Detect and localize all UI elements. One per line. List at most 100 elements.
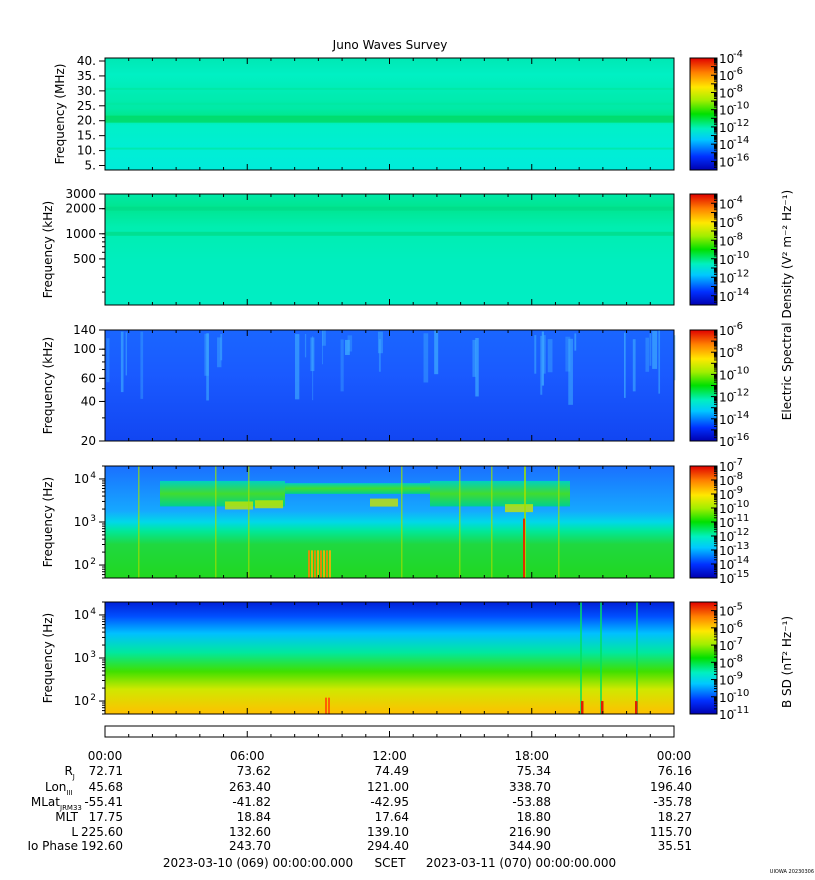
- colorbar-tick-label: 10: [719, 253, 734, 267]
- colorbar-tick-label: 10: [719, 530, 734, 544]
- emission-streak: [340, 339, 344, 392]
- impulse-line: [459, 466, 461, 578]
- colorbar-tick-label: 10: [719, 488, 734, 502]
- y-tick-label: 3000: [65, 187, 96, 201]
- y-tick-label: 35.: [77, 69, 96, 83]
- colorbar-tick-exponent: -7: [733, 636, 743, 647]
- spectrogram-panel-1: 5.10.15.20.25.30.35.40. Frequency (MHz): [53, 54, 675, 173]
- emission-streak: [378, 339, 381, 372]
- y-tick-exponent: 4: [90, 471, 96, 481]
- emission-spot: [255, 500, 283, 509]
- colorbar-tick-label: 10: [719, 155, 734, 169]
- y-tick-label: 20.: [77, 114, 96, 128]
- y-tick-label: 500: [73, 252, 96, 266]
- ephemeris-label-subscript: J: [72, 773, 75, 781]
- ephemeris-value: -35.78: [653, 795, 692, 809]
- y-tick-label: 40: [81, 394, 96, 408]
- colorbar-tick-exponent: -8: [733, 343, 743, 354]
- ephemeris-value: -55.41: [84, 795, 123, 809]
- emission-streak: [423, 333, 429, 383]
- ephemeris-value: 338.70: [509, 780, 551, 794]
- colorbar-tick-label: 10: [719, 656, 734, 670]
- emission-streak: [624, 332, 626, 398]
- ephemeris-value: 344.90: [509, 839, 551, 853]
- colorbar-tick-exponent: -15: [733, 569, 749, 580]
- colorbar-gradient: [689, 329, 718, 442]
- emission-streak: [310, 337, 315, 372]
- colorbar-tick-label: 10: [719, 674, 734, 688]
- y-axis-label: Frequency (MHz): [53, 64, 67, 165]
- colorbar-tick-label: 10: [719, 605, 734, 619]
- ephemeris-value: 18.27: [658, 810, 692, 824]
- colorbar-tick-label: 10: [719, 474, 734, 488]
- emission-streak: [568, 338, 573, 405]
- ephemeris-label: Lon: [45, 780, 66, 794]
- colorbar-tick-exponent: -9: [733, 485, 743, 496]
- impulse-line: [323, 550, 325, 578]
- y-tick-label: 10: [74, 515, 89, 529]
- impulse-line: [317, 550, 319, 578]
- colorbar-tick-exponent: -4: [733, 49, 743, 60]
- colorbar-tick-label: 10: [719, 502, 734, 516]
- ephemeris-value: -41.82: [232, 795, 271, 809]
- colorbar-tick-label: 10: [719, 391, 734, 405]
- ephemeris-label: L: [71, 825, 78, 839]
- impulse-line: [329, 550, 331, 578]
- colorbar-tick-exponent: -5: [733, 602, 743, 613]
- colorbar-tick-exponent: -8: [733, 231, 743, 242]
- ephemeris-value: 72.71: [89, 764, 123, 778]
- ephemeris-label: MLat: [31, 795, 60, 809]
- colorbar-tick-exponent: -12: [733, 527, 749, 538]
- colorbar-tick-label: 10: [719, 346, 734, 360]
- impulse-line: [601, 701, 604, 714]
- ephemeris-label: R: [64, 764, 72, 778]
- emission-streak: [120, 331, 124, 393]
- emission-streak: [347, 335, 353, 352]
- footer-start-time: 2023-03-10 (069) 00:00:00.000: [163, 856, 353, 870]
- spectrogram-image: [105, 58, 674, 170]
- emission-streak: [206, 333, 209, 401]
- impulse-line: [558, 466, 560, 578]
- time-tick-label: 18:00: [514, 749, 549, 763]
- y-tick-label: 10: [74, 651, 89, 665]
- ephemeris-value: 73.62: [237, 764, 271, 778]
- emission-band: [105, 102, 674, 105]
- colorbar-tick-label: 10: [719, 691, 734, 705]
- emission-streak: [547, 339, 553, 373]
- emission-streak: [541, 331, 544, 386]
- spectrogram-image: [105, 330, 674, 441]
- colorbar-tick-exponent: -8: [733, 83, 743, 94]
- ephemeris-value: 75.34: [517, 764, 551, 778]
- emission-streak: [125, 332, 127, 376]
- colorbar-tick-exponent: -11: [733, 705, 749, 716]
- ephemeris-value: -53.88: [512, 795, 551, 809]
- colorbar-tick-exponent: -12: [733, 268, 749, 279]
- impulse-line: [580, 602, 582, 714]
- colorbar-tick-label: 10: [719, 622, 734, 636]
- emission-streak: [321, 330, 324, 365]
- impulse-line: [524, 466, 526, 578]
- y-tick-label: 10: [74, 694, 89, 708]
- colorbar-tick-label: 10: [719, 544, 734, 558]
- colorbar-tick-exponent: -8: [733, 471, 743, 482]
- impulse-line: [491, 466, 493, 578]
- y-tick-exponent: 3: [90, 514, 96, 524]
- colorbar-tick-exponent: -6: [733, 321, 743, 332]
- ephemeris-value: 18.84: [237, 810, 271, 824]
- colorbar-tick-exponent: -9: [733, 671, 743, 682]
- impulse-line: [311, 550, 313, 578]
- y-tick-label: 40.: [77, 54, 96, 68]
- impulse-line: [138, 466, 140, 578]
- time-tick-label: 00:00: [657, 749, 692, 763]
- ephemeris-value: 139.10: [367, 825, 409, 839]
- colorbar-gradient: [689, 57, 718, 171]
- emission-streak: [106, 338, 110, 383]
- emission-band: [105, 206, 674, 211]
- colorbar-tick-exponent: -11: [733, 513, 749, 524]
- colorbar-tick-exponent: -6: [733, 619, 743, 630]
